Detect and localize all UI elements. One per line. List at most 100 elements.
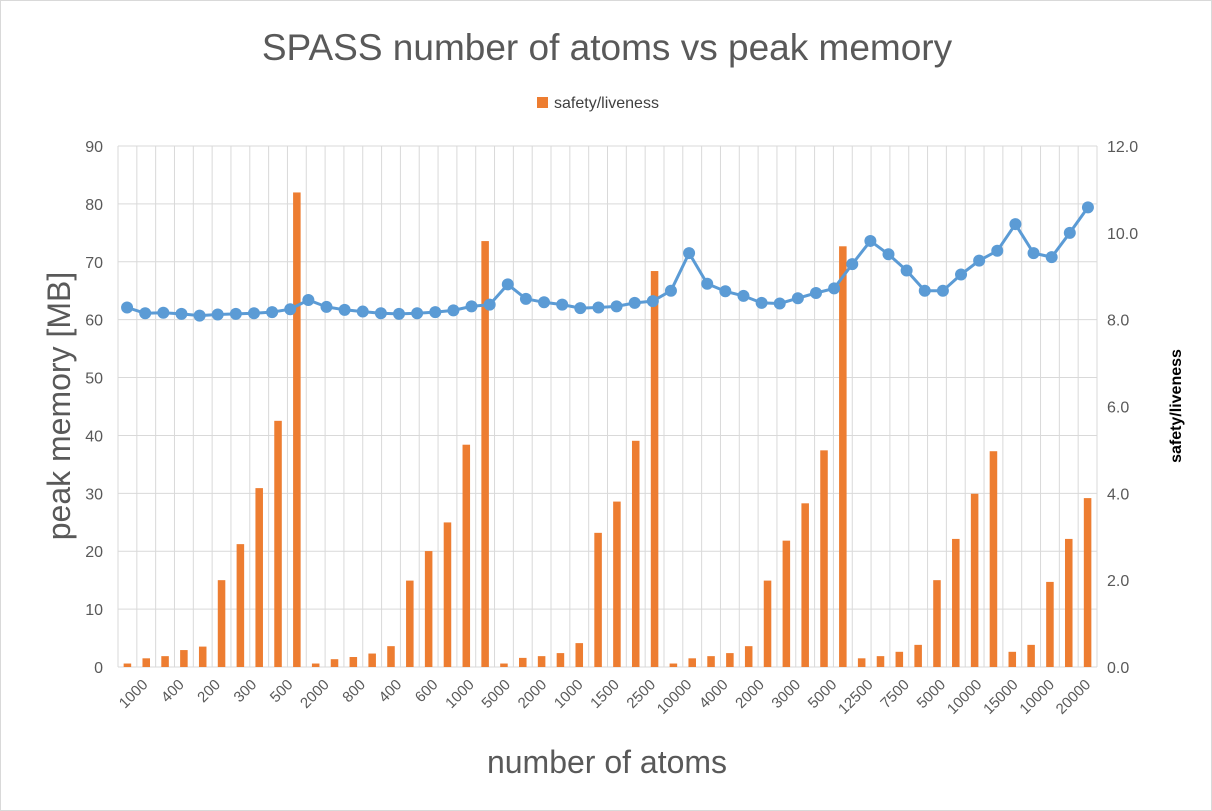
- line-point: [411, 307, 424, 320]
- y-tick-label: 90: [85, 139, 103, 156]
- line-point: [284, 303, 297, 316]
- bar: [820, 450, 828, 667]
- line-point: [918, 284, 931, 297]
- bar: [782, 540, 791, 667]
- line-point: [429, 306, 442, 319]
- y-axis-title: peak memory [MB]: [41, 272, 77, 541]
- line-point: [664, 284, 677, 297]
- y2-tick-label: 12.0: [1107, 139, 1138, 156]
- y-tick-label: 70: [85, 255, 103, 272]
- y2-tick-label: 6.0: [1107, 400, 1129, 417]
- bar: [970, 493, 979, 667]
- line-point: [882, 248, 895, 261]
- bar-series: [123, 192, 1092, 668]
- bar: [989, 451, 998, 667]
- bar: [180, 650, 188, 667]
- bar: [726, 653, 734, 667]
- y2-tick-label: 8.0: [1107, 313, 1129, 330]
- y2-axis-title: safety/liveness: [1168, 349, 1185, 463]
- y2-tick-label: 0.0: [1107, 660, 1129, 677]
- line-point: [610, 300, 623, 313]
- bar: [293, 192, 301, 668]
- line-point: [1045, 251, 1058, 264]
- line-point: [320, 300, 333, 313]
- line-point: [791, 292, 804, 305]
- line-point: [393, 307, 406, 320]
- bar: [631, 440, 640, 667]
- line-point: [628, 296, 641, 309]
- y-tick-label: 20: [85, 544, 103, 561]
- bar: [1027, 644, 1035, 667]
- line-point: [374, 307, 387, 320]
- line-point: [356, 305, 369, 318]
- line-point: [846, 258, 859, 271]
- bar: [368, 653, 376, 667]
- bar: [387, 646, 395, 667]
- bar: [311, 663, 320, 667]
- y-tick-label: 30: [85, 486, 103, 503]
- line-point: [864, 234, 877, 247]
- line-point: [121, 301, 134, 314]
- bar: [198, 646, 207, 667]
- y-tick-label: 50: [85, 371, 103, 388]
- line-point: [266, 306, 279, 319]
- bar: [801, 503, 809, 667]
- bar: [933, 580, 941, 667]
- line-point: [955, 268, 968, 281]
- bar: [255, 488, 263, 667]
- line-point: [773, 297, 786, 310]
- bar: [481, 241, 489, 667]
- bar: [142, 658, 151, 667]
- line-point: [229, 307, 242, 320]
- x-axis-title: number of atoms: [487, 744, 727, 780]
- bar: [500, 663, 508, 667]
- line-point: [501, 278, 514, 291]
- bar: [217, 580, 226, 667]
- bar: [462, 444, 471, 667]
- line-point: [574, 302, 587, 315]
- line-point: [646, 295, 659, 308]
- bar: [330, 659, 339, 667]
- bar: [236, 544, 245, 667]
- bar: [688, 658, 696, 667]
- bar: [857, 658, 866, 667]
- line-point: [1081, 201, 1094, 214]
- bar: [1008, 651, 1017, 667]
- line-point: [809, 287, 822, 300]
- bar: [613, 501, 621, 667]
- bar: [1083, 498, 1092, 667]
- y-tick-label: 60: [85, 313, 103, 330]
- bar: [424, 551, 433, 667]
- line-point: [719, 285, 732, 298]
- bar: [537, 656, 546, 667]
- y2-tick-label: 10.0: [1107, 226, 1138, 243]
- bar: [763, 580, 772, 667]
- line-point: [519, 292, 532, 305]
- bar: [406, 580, 414, 667]
- bar: [123, 663, 132, 667]
- legend-label: safety/liveness: [554, 95, 659, 112]
- line-point: [737, 289, 750, 302]
- line-point: [465, 300, 478, 313]
- line-point: [538, 296, 551, 309]
- line-point: [157, 306, 170, 319]
- bar: [650, 271, 659, 667]
- bar: [1046, 581, 1054, 667]
- y-tick-label: 0: [94, 660, 103, 677]
- bar: [274, 420, 282, 667]
- line-point: [247, 307, 260, 320]
- chart-title: SPASS number of atoms vs peak memory: [262, 27, 953, 68]
- bar: [914, 644, 922, 667]
- line-point: [936, 284, 949, 297]
- bar: [839, 246, 847, 668]
- line-point: [755, 296, 768, 309]
- bar: [594, 532, 602, 667]
- bar: [519, 657, 527, 667]
- bar: [895, 651, 904, 667]
- bar: [161, 656, 169, 667]
- bar: [1064, 538, 1073, 667]
- legend-swatch: [537, 97, 548, 108]
